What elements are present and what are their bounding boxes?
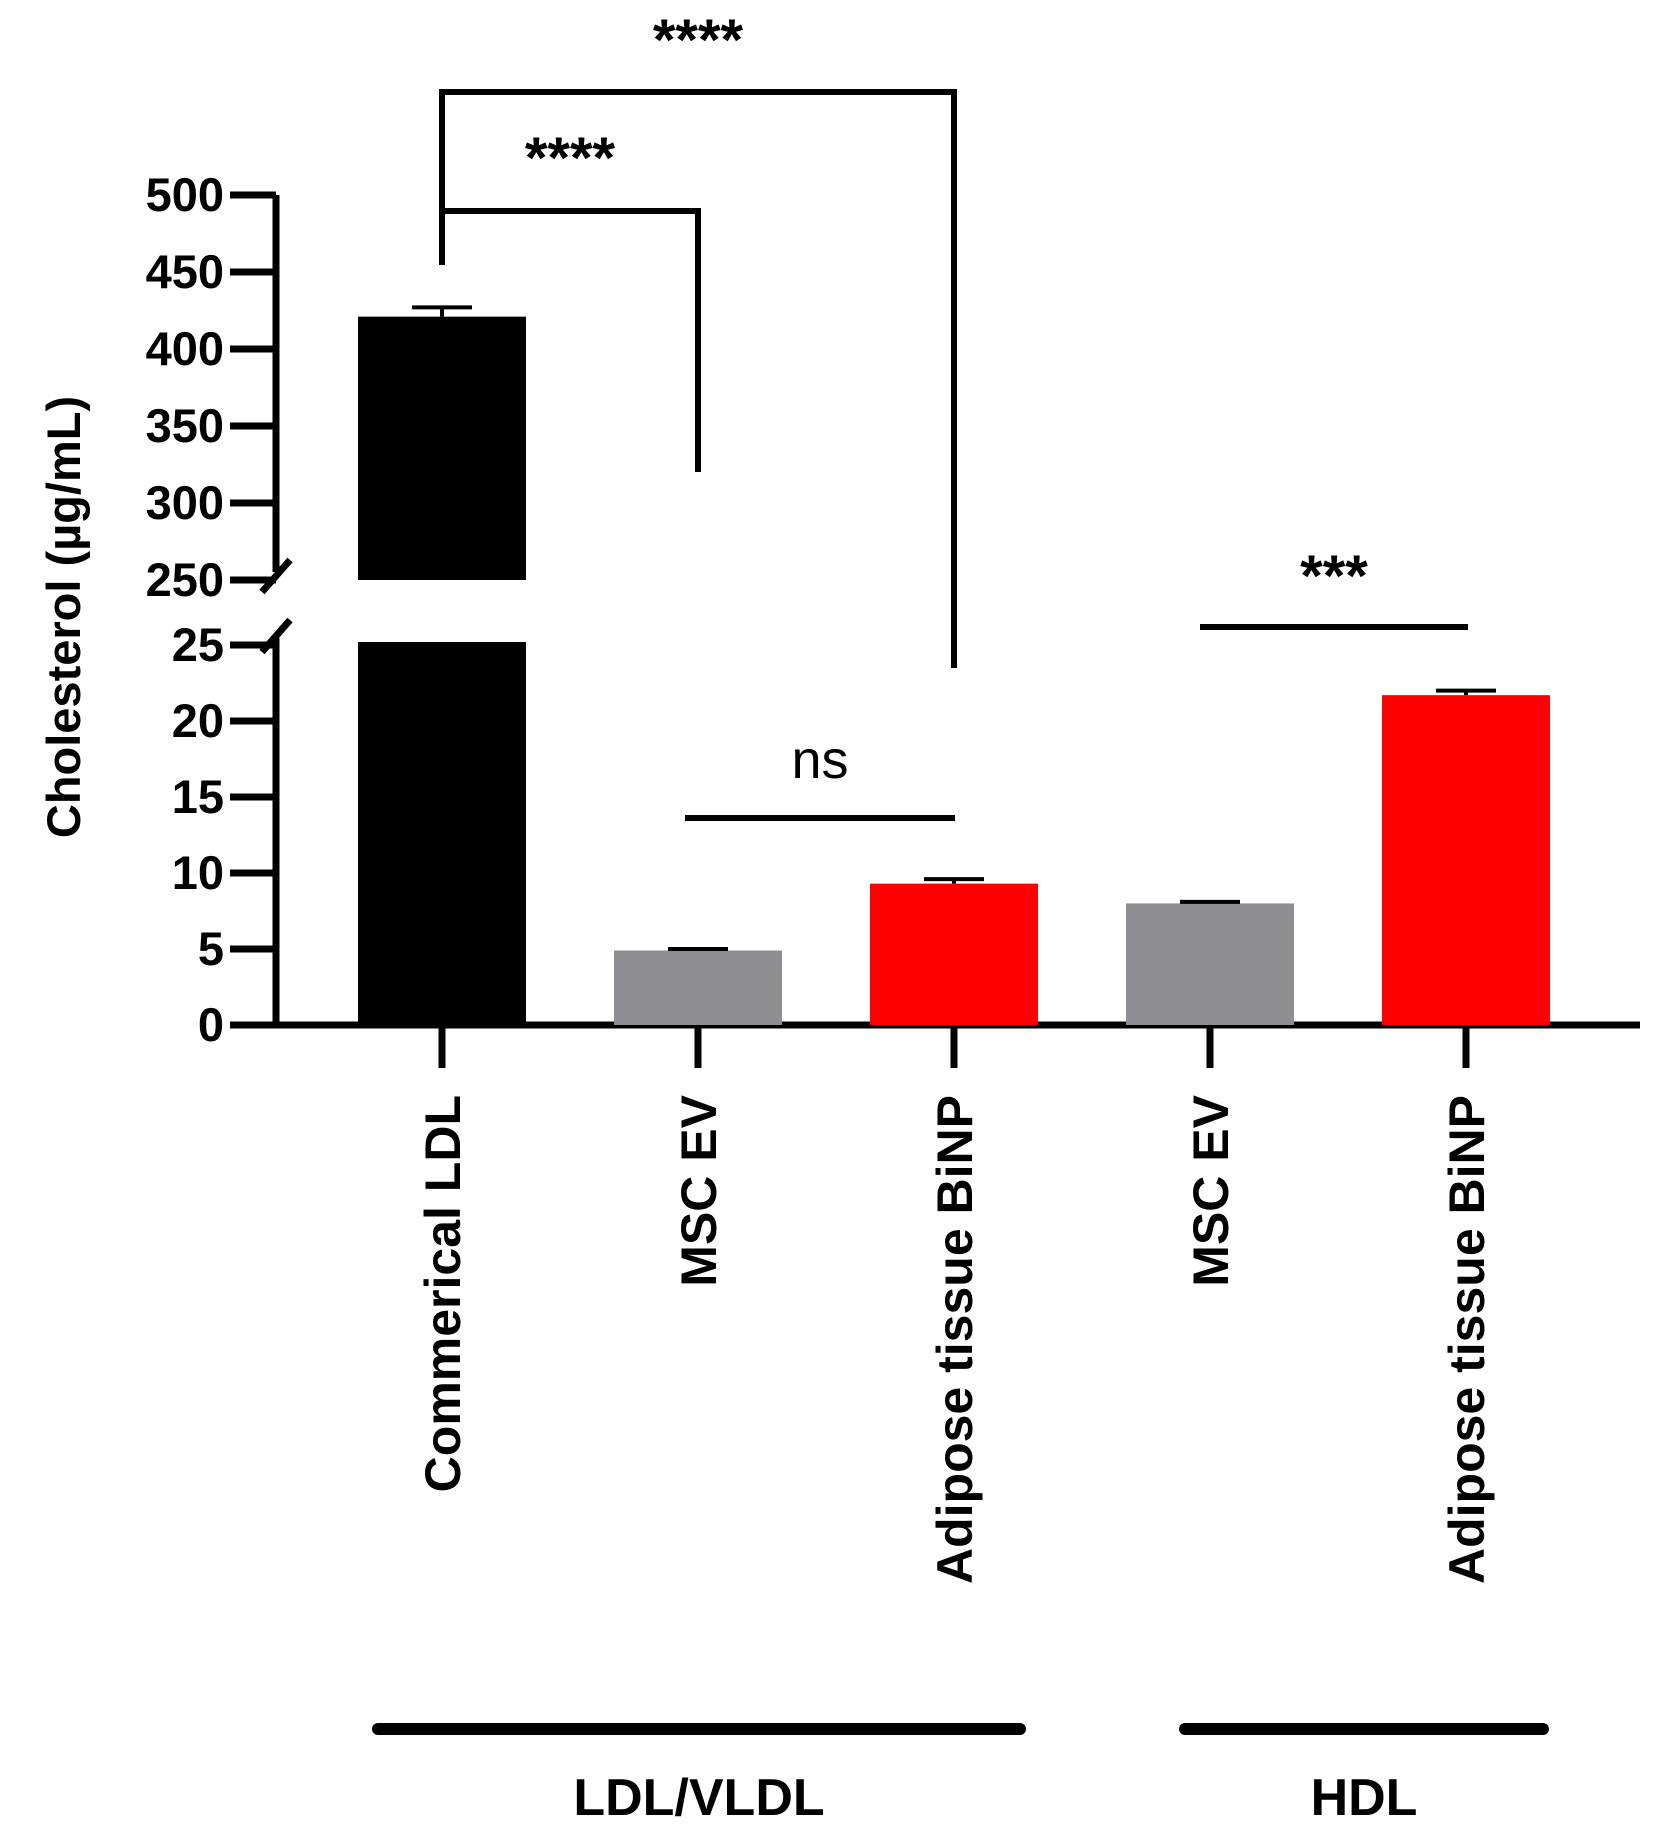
significance-label: *** — [1300, 544, 1368, 609]
y-tick-label: 400 — [146, 322, 224, 375]
significance-bracket — [439, 208, 701, 472]
y-tick-label: 10 — [172, 846, 224, 899]
axis-break-mark-upper — [259, 557, 293, 595]
significance-label: **** — [653, 8, 744, 73]
bar — [1126, 903, 1294, 1025]
group-label: LDL/VLDL — [573, 1769, 824, 1827]
category-label: MSC EV — [671, 1094, 727, 1286]
y-axis-title: Cholesterol (µg/mL) — [37, 396, 90, 838]
significance-label: **** — [525, 126, 616, 191]
category-label: Adipose tissue BiNP — [927, 1095, 983, 1584]
bars — [358, 305, 1550, 1025]
y-tick-label: 15 — [172, 770, 224, 823]
category-label: MSC EV — [1183, 1094, 1239, 1286]
bar — [614, 950, 782, 1025]
y-tick-label: 350 — [146, 399, 224, 452]
y-tick-label: 300 — [146, 476, 224, 529]
y-tick-label: 25 — [172, 618, 224, 671]
y-tick-label: 250 — [146, 553, 224, 606]
significance-bracket — [439, 89, 957, 668]
bar — [1382, 695, 1550, 1025]
axis-labels: Commerical LDL MSC EV Adipose tissue BiNP M… — [372, 1094, 1549, 1827]
bar — [358, 316, 526, 580]
y-tick-label: 5 — [198, 922, 224, 975]
significance-label: ns — [791, 730, 848, 790]
y-tick-label: 450 — [146, 245, 224, 298]
category-label: Adipose tissue BiNP — [1439, 1095, 1495, 1584]
y-tick-label: 500 — [146, 168, 224, 221]
bar — [358, 642, 526, 1025]
group-label: HDL — [1311, 1769, 1418, 1827]
significance-brackets: **** **** ns *** — [439, 8, 1468, 821]
category-label: Commerical LDL — [415, 1095, 471, 1492]
y-tick-label: 20 — [172, 694, 224, 747]
bar — [870, 883, 1038, 1025]
y-tick-label: 0 — [198, 998, 224, 1051]
